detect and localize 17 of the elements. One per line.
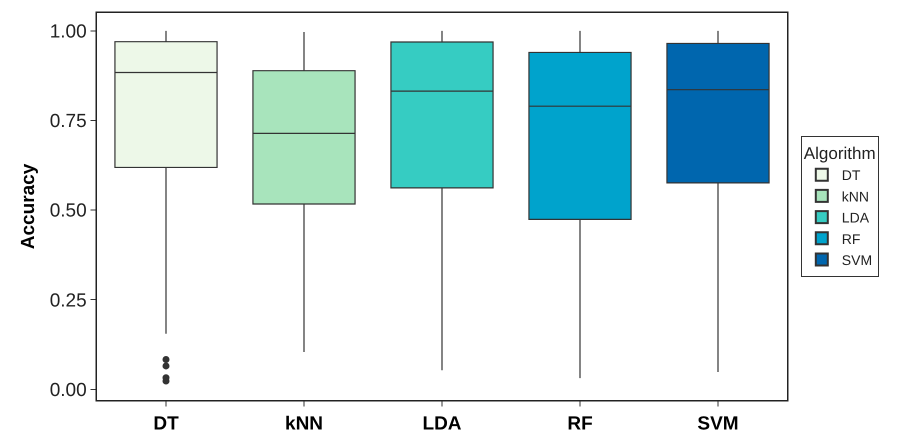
- y-axis-title: Accuracy: [18, 163, 39, 250]
- legend-label: SVM: [842, 252, 872, 268]
- x-tick-label: DT: [153, 413, 180, 432]
- legend-title: Algorithm: [804, 144, 876, 164]
- y-tick-label: 0.75: [50, 111, 87, 132]
- legend-label: kNN: [842, 188, 870, 204]
- x-tick-label: SVM: [697, 413, 739, 432]
- x-tick-label: kNN: [284, 413, 324, 432]
- legend-label: RF: [842, 230, 860, 247]
- legend-label: DT: [842, 167, 861, 184]
- x-tick-label: LDA: [422, 413, 462, 432]
- y-tick-label: 0.25: [50, 290, 87, 312]
- y-tick-label: 0.50: [50, 200, 87, 222]
- x-tick-label: RF: [567, 413, 593, 432]
- legend-label: LDA: [842, 210, 870, 226]
- y-tick-label: 0.00: [50, 380, 87, 401]
- y-tick-label: 1.00: [50, 22, 87, 43]
